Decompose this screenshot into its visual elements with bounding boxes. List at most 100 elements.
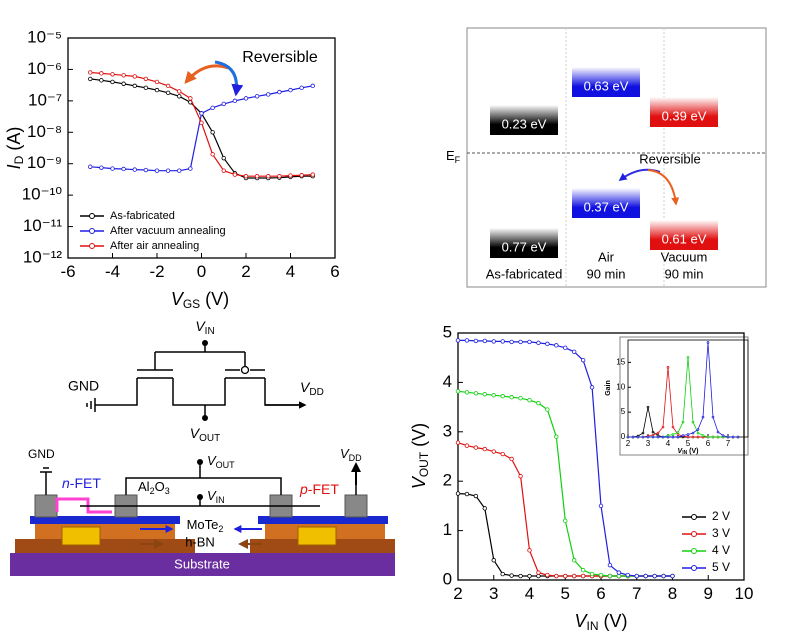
x-tick-label: 5 (686, 439, 691, 448)
marker (676, 433, 680, 436)
marker (188, 96, 193, 101)
x-tick-label: 7 (632, 584, 641, 603)
band-box (650, 97, 718, 127)
marker (696, 431, 700, 435)
marker (651, 430, 655, 434)
marker (455, 491, 461, 496)
marker (545, 572, 550, 578)
y-tick-label: 5 (443, 322, 452, 341)
marker (455, 338, 461, 343)
gate (297, 526, 337, 546)
y-tick-label: 0 (621, 432, 626, 441)
marker (310, 172, 315, 177)
band-box (650, 220, 718, 250)
marker (563, 573, 568, 579)
ground (40, 467, 52, 473)
marker (277, 174, 282, 179)
marker (527, 573, 532, 579)
x-axis-label: VGS (V) (171, 289, 229, 311)
ground (86, 398, 96, 412)
marker (527, 548, 532, 553)
y-axis-label: Gain (605, 380, 612, 396)
marker (232, 98, 238, 104)
column-label: Air (598, 249, 615, 264)
label: VIN (207, 488, 225, 505)
marker (686, 433, 690, 436)
marker (199, 120, 204, 126)
y-tick-label: 4 (443, 372, 452, 391)
label: Al2O3 (138, 479, 170, 496)
x-tick-label: 3 (646, 439, 651, 448)
band-label: 0.77 eV (502, 239, 547, 254)
marker (473, 445, 479, 450)
al2o3 (55, 497, 112, 514)
gate (61, 526, 101, 546)
marker (154, 87, 160, 93)
marker (266, 92, 271, 97)
x-axis-label: VIN (V) (574, 611, 627, 633)
marker (706, 341, 710, 344)
marker (509, 456, 514, 462)
substrate (10, 553, 395, 576)
marker (491, 449, 496, 454)
marker (554, 573, 559, 579)
y-tick-label: 2 (443, 471, 452, 490)
marker (188, 166, 193, 171)
marker (243, 174, 249, 179)
marker (310, 83, 315, 89)
series-line (457, 493, 673, 577)
marker (473, 493, 479, 499)
marker (232, 172, 238, 177)
marker (670, 573, 675, 579)
arrow (647, 169, 680, 206)
annotation: Reversible (242, 49, 318, 66)
x-tick-label: 4 (525, 584, 534, 603)
marker (482, 392, 488, 397)
marker (598, 572, 604, 578)
marker (288, 87, 293, 93)
frame (466, 27, 767, 288)
legend-label: As-fabricated (110, 210, 175, 222)
label: VIN (195, 318, 214, 337)
wire (95, 378, 300, 406)
y-tick-label: 10 (616, 382, 625, 391)
layer (35, 524, 175, 539)
series-line (90, 85, 313, 172)
contact (344, 494, 368, 518)
marker (518, 396, 523, 401)
marker (288, 173, 293, 178)
label: MoTe2 (187, 517, 224, 534)
marker (121, 81, 126, 86)
marker (701, 415, 705, 419)
marker (464, 390, 470, 395)
series-line (457, 442, 673, 577)
marker (536, 570, 541, 575)
marker (646, 435, 650, 439)
marker (651, 435, 655, 439)
marker (676, 431, 680, 434)
marker (221, 168, 226, 173)
marker (491, 393, 496, 398)
y-tick-label: 10⁻⁷ (28, 90, 62, 109)
legend-label: After vacuum annealing (110, 225, 226, 237)
marker (625, 572, 631, 578)
marker (634, 573, 639, 579)
marker (716, 430, 720, 434)
y-tick-label: 10⁻⁹ (27, 153, 62, 172)
legend-label: 2 V (712, 509, 730, 523)
x-tick-label: 4 (286, 262, 295, 281)
label: VOUT (207, 453, 235, 470)
x-tick-label: 7 (726, 439, 731, 448)
marker (580, 357, 586, 363)
marker (221, 155, 226, 161)
marker (88, 70, 93, 75)
marker (554, 434, 559, 439)
marker (110, 166, 115, 171)
marker (473, 338, 479, 344)
marker (571, 349, 577, 354)
marker (177, 168, 182, 173)
marker (500, 339, 505, 344)
hbn (15, 539, 195, 553)
band-label: 0.23 eV (502, 116, 547, 131)
circuit: VIN GND VDD VOUT Substrate (10, 318, 395, 576)
